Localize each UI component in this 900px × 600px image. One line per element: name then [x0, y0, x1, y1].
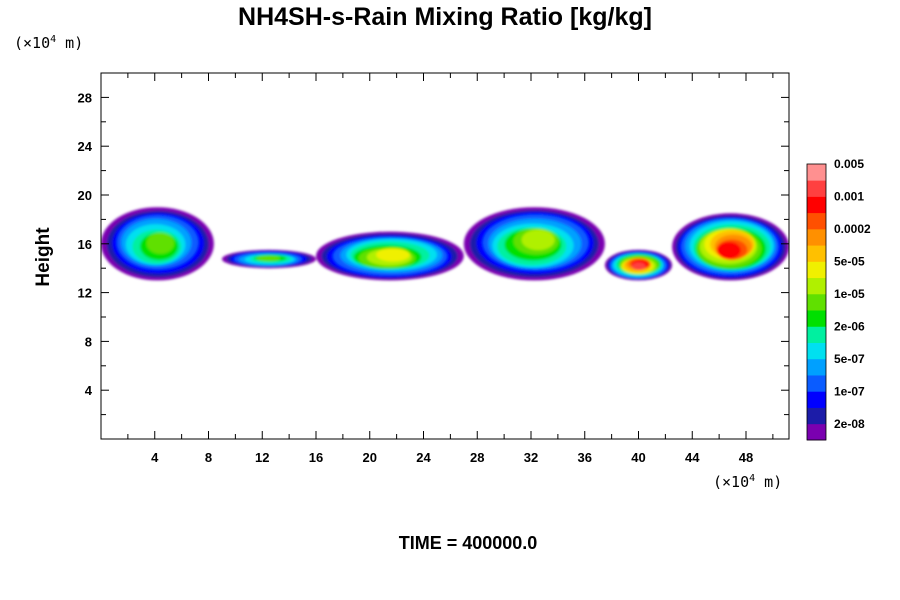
field-contour — [376, 248, 410, 262]
colorbar-swatch — [807, 196, 826, 214]
chart-title: NH4SH-s-Rain Mixing Ratio [kg/kg] — [238, 3, 652, 31]
x-axis-ticks: 4 8 12 16 20 24 28 32 36 40 44 48 — [127, 73, 774, 465]
colorbar-label: 5e-05 — [834, 254, 865, 268]
colorbar-label: 1e-07 — [834, 384, 865, 398]
plot-frame — [100, 72, 790, 440]
field-contour — [256, 255, 280, 262]
colorbar-swatch — [807, 245, 826, 262]
x-tick-label: 28 — [470, 450, 484, 465]
colorbar-swatch — [807, 293, 826, 311]
colorbar-swatch — [807, 228, 826, 246]
y-tick-label: 4 — [85, 383, 93, 398]
colorbar-swatch — [807, 375, 826, 392]
colorbar-swatch — [807, 164, 826, 181]
y-axis-label: Height — [33, 227, 54, 287]
colorbar-label: 1e-05 — [834, 287, 865, 301]
colorbar-swatch — [807, 212, 826, 230]
colorbar-swatch — [807, 326, 826, 343]
y-tick-label: 16 — [78, 237, 92, 252]
colorbar-label: 0.0002 — [834, 222, 871, 236]
colorbar-frame — [806, 163, 827, 441]
colorbar-swatch — [807, 342, 826, 360]
colorbar: 2e-08 1e-07 5e-07 2e-06 1e-05 5e-05 0.0002 0.00… — [806, 157, 871, 441]
colorbar-swatch — [807, 358, 826, 376]
x-tick-label: 32 — [524, 450, 538, 465]
x-unit-label: (×104 m) — [713, 473, 782, 491]
x-tick-label: 48 — [739, 450, 753, 465]
y-tick-label: 24 — [78, 139, 93, 154]
x-tick-label: 40 — [631, 450, 645, 465]
colorbar-swatch — [807, 423, 826, 441]
x-tick-label: 36 — [578, 450, 592, 465]
colorbar-swatch — [807, 180, 826, 197]
x-tick-label: 20 — [363, 450, 377, 465]
y-tick-label: 8 — [85, 334, 92, 349]
colorbar-label: 0.005 — [834, 157, 864, 171]
colorbar-swatch — [807, 261, 826, 279]
x-tick-label: 24 — [416, 450, 431, 465]
x-tick-label: 12 — [255, 450, 269, 465]
colorbar-label: 0.001 — [834, 189, 864, 203]
x-tick-label: 4 — [151, 450, 159, 465]
time-label: TIME = 400000.0 — [399, 533, 538, 553]
field-contour — [716, 241, 742, 259]
field-contour — [632, 262, 646, 270]
x-tick-label: 44 — [685, 450, 700, 465]
colorbar-swatch — [807, 310, 826, 327]
colorbar-label: 2e-08 — [834, 417, 865, 431]
colorbar-swatch — [807, 407, 826, 425]
y-tick-label: 20 — [78, 188, 92, 203]
y-tick-label: 12 — [78, 286, 92, 301]
colorbar-swatch — [807, 277, 826, 295]
colorbar-label: 5e-07 — [834, 352, 865, 366]
y-axis-ticks: 4 8 12 16 20 24 28 — [78, 90, 789, 416]
colorbar-swatch — [807, 391, 826, 408]
field-contour — [146, 232, 175, 254]
mixing-ratio-field — [101, 207, 789, 281]
field-contour — [521, 229, 555, 251]
colorbar-label: 2e-06 — [834, 319, 865, 333]
y-tick-label: 28 — [78, 90, 92, 105]
x-tick-label: 8 — [205, 450, 212, 465]
y-unit-label: (×104 m) — [14, 34, 83, 52]
x-tick-label: 16 — [309, 450, 323, 465]
